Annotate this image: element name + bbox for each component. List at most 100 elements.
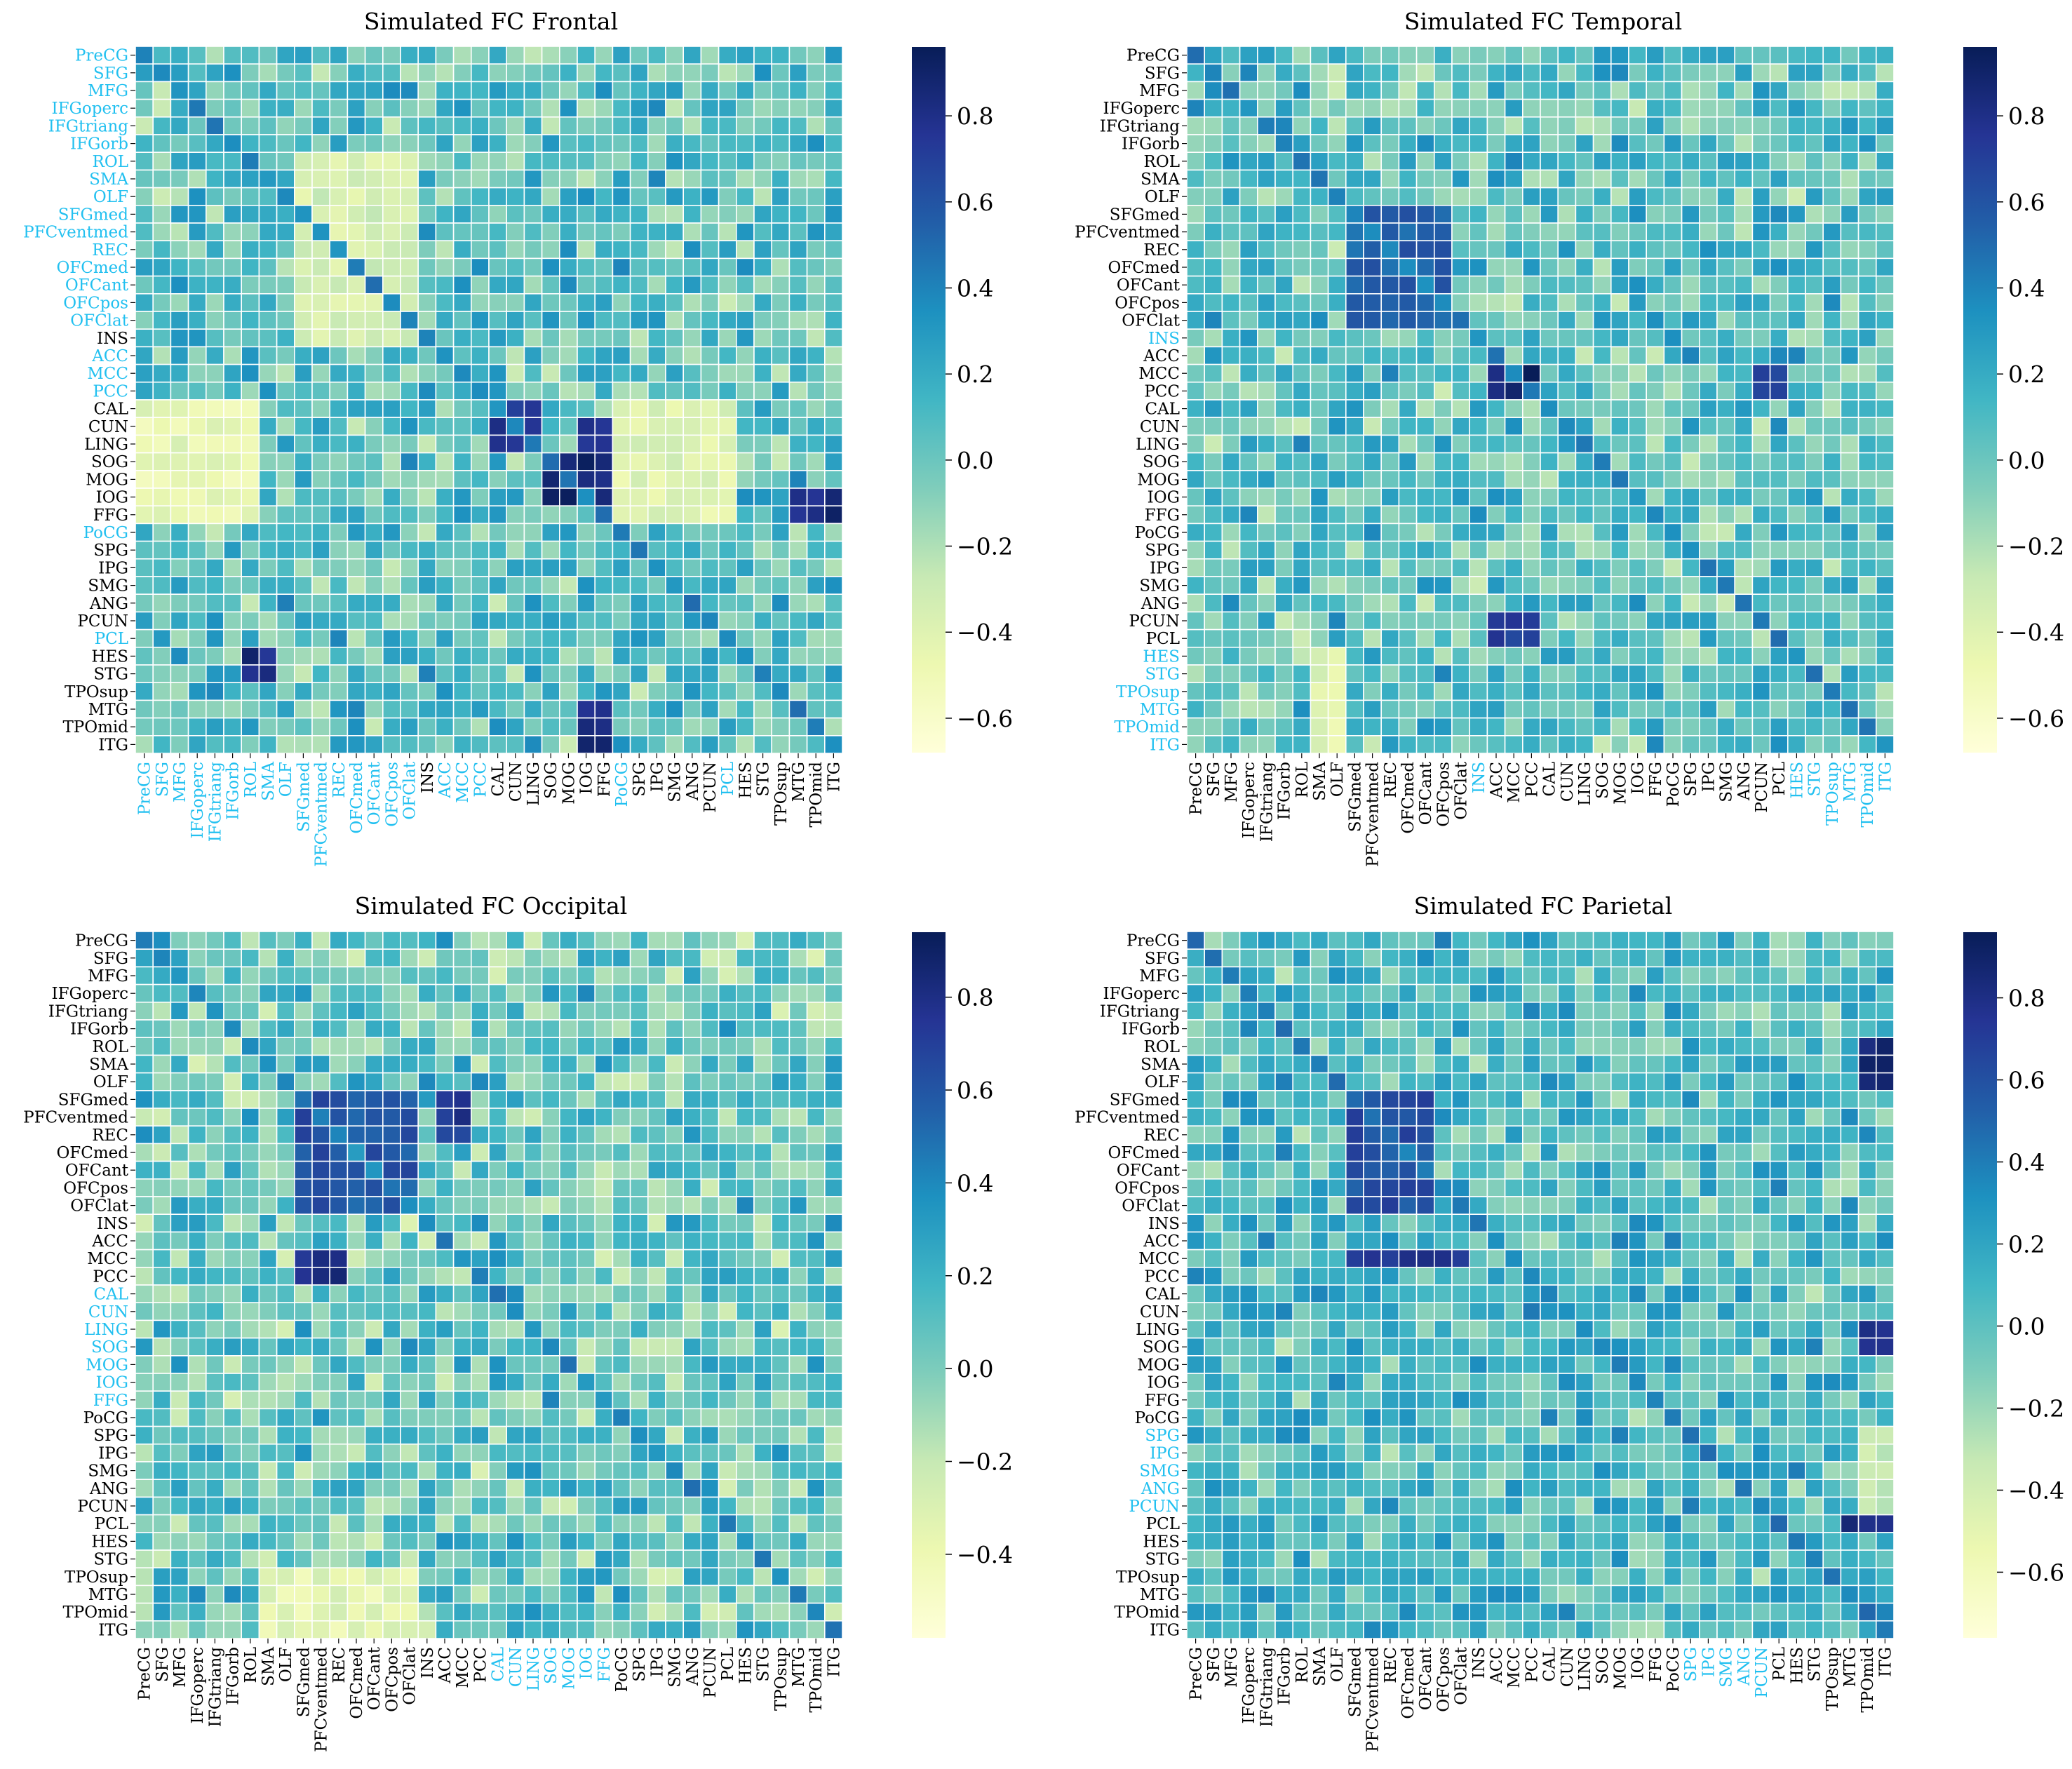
- heatmap-cell: [1734, 152, 1754, 171]
- heatmap-cell: [1221, 363, 1241, 383]
- heatmap-cell: [824, 381, 843, 401]
- heatmap-cell: [1504, 328, 1523, 348]
- row-labels: PreCGSFGMFGIFGopercIFGtriangIFGorbROLSMA…: [1075, 47, 1187, 754]
- heatmap-cell: [1769, 664, 1789, 684]
- heatmap-cell: [187, 346, 207, 365]
- heatmap-cell: [1592, 699, 1612, 719]
- heatmap-cell: [488, 1054, 508, 1074]
- heatmap-cell: [1787, 98, 1806, 118]
- heatmap-cell: [1787, 558, 1806, 577]
- heatmap-cell: [1486, 240, 1506, 260]
- heatmap-cell: [452, 1461, 472, 1481]
- heatmap-cell: [753, 81, 773, 100]
- heatmap-cell: [293, 1549, 313, 1569]
- heatmap-cell: [311, 1090, 331, 1109]
- heatmap-cell: [594, 1108, 614, 1127]
- heatmap-cell: [1575, 682, 1594, 701]
- heatmap-cell: [187, 417, 207, 436]
- row-tick-label: ROL: [1144, 153, 1180, 171]
- heatmap-cell: [700, 1019, 720, 1039]
- colorbar: 0.80.60.40.20.0−0.2−0.4−0.6: [912, 47, 1013, 753]
- heatmap-cell: [1805, 328, 1824, 348]
- heatmap-cell: [541, 328, 560, 348]
- heatmap-cell: [1840, 134, 1859, 154]
- heatmap-cell: [417, 1143, 437, 1162]
- heatmap-cell: [452, 966, 472, 986]
- heatmap-cell: [293, 204, 313, 224]
- heatmap-cell: [311, 152, 331, 171]
- heatmap-cell: [1840, 292, 1859, 312]
- heatmap-cell: [1681, 311, 1700, 330]
- heatmap-cell: [1857, 204, 1877, 224]
- heatmap-cell: [1486, 417, 1506, 436]
- heatmap-cell: [223, 63, 243, 83]
- heatmap-cell: [700, 1178, 720, 1197]
- heatmap-cell: [1840, 363, 1859, 383]
- heatmap-cell: [417, 540, 437, 560]
- heatmap-cell: [1469, 240, 1488, 260]
- heatmap-cell: [152, 98, 172, 118]
- heatmap-cell: [1787, 152, 1806, 171]
- heatmap-cell: [1239, 487, 1258, 507]
- heatmap-cell: [824, 576, 843, 596]
- heatmap-cell: [488, 1373, 508, 1392]
- heatmap-cell: [612, 735, 631, 754]
- heatmap-cell: [523, 98, 543, 118]
- column-tick-label: TPOsup: [772, 762, 791, 826]
- heatmap-cell: [1415, 63, 1435, 83]
- heatmap-cell: [594, 152, 614, 171]
- heatmap-cell: [400, 664, 419, 684]
- row-tick-label: IFGtriang: [1100, 117, 1180, 135]
- heatmap-cell: [258, 116, 278, 135]
- heatmap-cell: [1363, 540, 1383, 560]
- heatmap-cell: [311, 1461, 331, 1481]
- heatmap-cell: [612, 1054, 631, 1074]
- heatmap-cell: [771, 1319, 791, 1339]
- heatmap-cell: [1522, 540, 1541, 560]
- heatmap-cell: [682, 646, 702, 666]
- heatmap-cell: [594, 682, 614, 701]
- heatmap-cell: [347, 593, 366, 613]
- heatmap-cell: [470, 328, 490, 348]
- heatmap-cell: [753, 664, 773, 684]
- heatmap-cell: [382, 1355, 401, 1374]
- heatmap-cell: [223, 417, 243, 436]
- column-tick-label: LING: [1576, 762, 1594, 806]
- heatmap-cell: [1716, 505, 1736, 525]
- heatmap-cell: [1751, 664, 1771, 684]
- heatmap-cell: [223, 1231, 243, 1251]
- heatmap-cell: [824, 505, 843, 525]
- heatmap-cell: [135, 540, 154, 560]
- heatmap-cell: [629, 1373, 649, 1392]
- heatmap-cell: [788, 417, 808, 436]
- heatmap-cell: [1504, 292, 1523, 312]
- row-tick-label: OFCpos: [1115, 294, 1180, 312]
- column-tick-label: OFClat: [1453, 761, 1471, 819]
- heatmap-cell: [1292, 699, 1312, 719]
- heatmap-cell: [594, 222, 614, 242]
- heatmap-cell: [488, 682, 508, 701]
- heatmap-cell: [1380, 540, 1400, 560]
- heatmap-cell: [241, 116, 260, 135]
- heatmap-cell: [1592, 540, 1612, 560]
- heatmap-cell: [577, 81, 596, 100]
- heatmap-cell: [364, 1160, 384, 1180]
- heatmap-cell: [1186, 381, 1206, 401]
- heatmap-cell: [806, 1514, 826, 1533]
- heatmap-cell: [558, 46, 578, 65]
- heatmap-cell: [241, 1461, 260, 1481]
- heatmap-cell: [1575, 63, 1594, 83]
- heatmap-cell: [1239, 628, 1258, 648]
- heatmap-cell: [1787, 311, 1806, 330]
- heatmap-cell: [152, 1019, 172, 1039]
- heatmap-cell: [187, 240, 207, 260]
- heatmap-cell: [629, 240, 649, 260]
- heatmap-cell: [1734, 98, 1754, 118]
- heatmap-cell: [435, 1125, 455, 1145]
- heatmap-cell: [1787, 240, 1806, 260]
- heatmap-cell: [806, 116, 826, 135]
- heatmap-cell: [718, 204, 737, 224]
- heatmap-cell: [771, 134, 791, 154]
- heatmap-cell: [1610, 46, 1629, 65]
- heatmap-cell: [523, 1090, 543, 1109]
